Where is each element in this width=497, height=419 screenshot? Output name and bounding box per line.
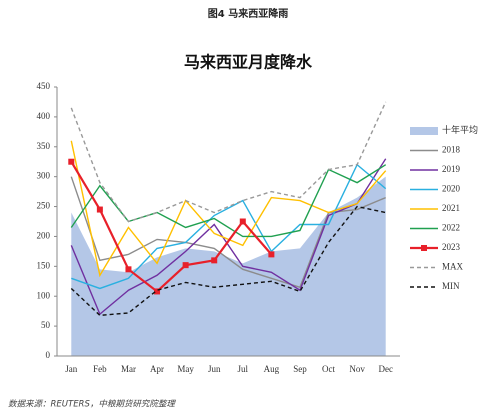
legend-label: 2023 bbox=[442, 242, 461, 252]
x-tick-label: Aug bbox=[264, 364, 280, 374]
line bbox=[70, 176, 386, 289]
legend-label: 2021 bbox=[442, 203, 460, 213]
y-tick-label: 0 bbox=[46, 350, 51, 360]
y-tick-label: 250 bbox=[37, 201, 51, 211]
figure-label: 图4 马来西亚降雨 bbox=[208, 7, 288, 20]
line bbox=[70, 161, 273, 293]
x-tick-label: May bbox=[177, 364, 194, 374]
legend-label: 2020 bbox=[442, 184, 461, 194]
y-tick-label: 350 bbox=[37, 141, 51, 151]
line bbox=[71, 163, 387, 290]
marker bbox=[96, 206, 103, 213]
chart-title: 马来西亚月度降水 bbox=[184, 53, 313, 72]
x-tick-label: Sep bbox=[293, 364, 307, 374]
x-tick-label: Nov bbox=[349, 364, 365, 374]
legend-label: MAX bbox=[442, 262, 464, 272]
legend-swatch bbox=[410, 127, 438, 135]
y-tick-label: 200 bbox=[37, 231, 51, 241]
x-tick-label: Mar bbox=[121, 364, 136, 374]
y-tick-label: 400 bbox=[37, 111, 51, 121]
y-tick-label: 100 bbox=[37, 290, 51, 300]
line bbox=[70, 101, 387, 223]
y-tick-label: 50 bbox=[41, 320, 51, 330]
line bbox=[70, 205, 386, 317]
source-note: 数据来源：REUTERS，中粮期货研究院整理 bbox=[8, 399, 176, 410]
marker bbox=[239, 218, 246, 225]
legend-label: 十年平均 bbox=[442, 124, 478, 135]
area bbox=[71, 176, 386, 356]
marker bbox=[125, 266, 132, 273]
x-tick-label: Oct bbox=[322, 364, 335, 374]
legend-label: MIN bbox=[442, 281, 460, 291]
y-tick-label: 450 bbox=[37, 81, 51, 91]
legend-label: 2018 bbox=[442, 145, 461, 155]
x-tick-label: Jun bbox=[208, 364, 221, 374]
marker bbox=[68, 158, 75, 165]
marker bbox=[154, 288, 161, 295]
legend-label: 2019 bbox=[442, 164, 461, 174]
x-tick-label: Jul bbox=[238, 364, 249, 374]
y-tick-label: 300 bbox=[37, 171, 51, 181]
x-tick-label: Dec bbox=[378, 364, 393, 374]
marker bbox=[268, 251, 275, 258]
x-tick-label: Feb bbox=[93, 364, 107, 374]
marker bbox=[182, 262, 189, 269]
legend-marker bbox=[421, 245, 427, 251]
legend-label: 2022 bbox=[442, 223, 460, 233]
marker bbox=[211, 257, 218, 264]
x-tick-label: Apr bbox=[150, 364, 164, 374]
y-tick-label: 150 bbox=[37, 260, 51, 270]
x-tick-label: Jan bbox=[65, 364, 77, 374]
